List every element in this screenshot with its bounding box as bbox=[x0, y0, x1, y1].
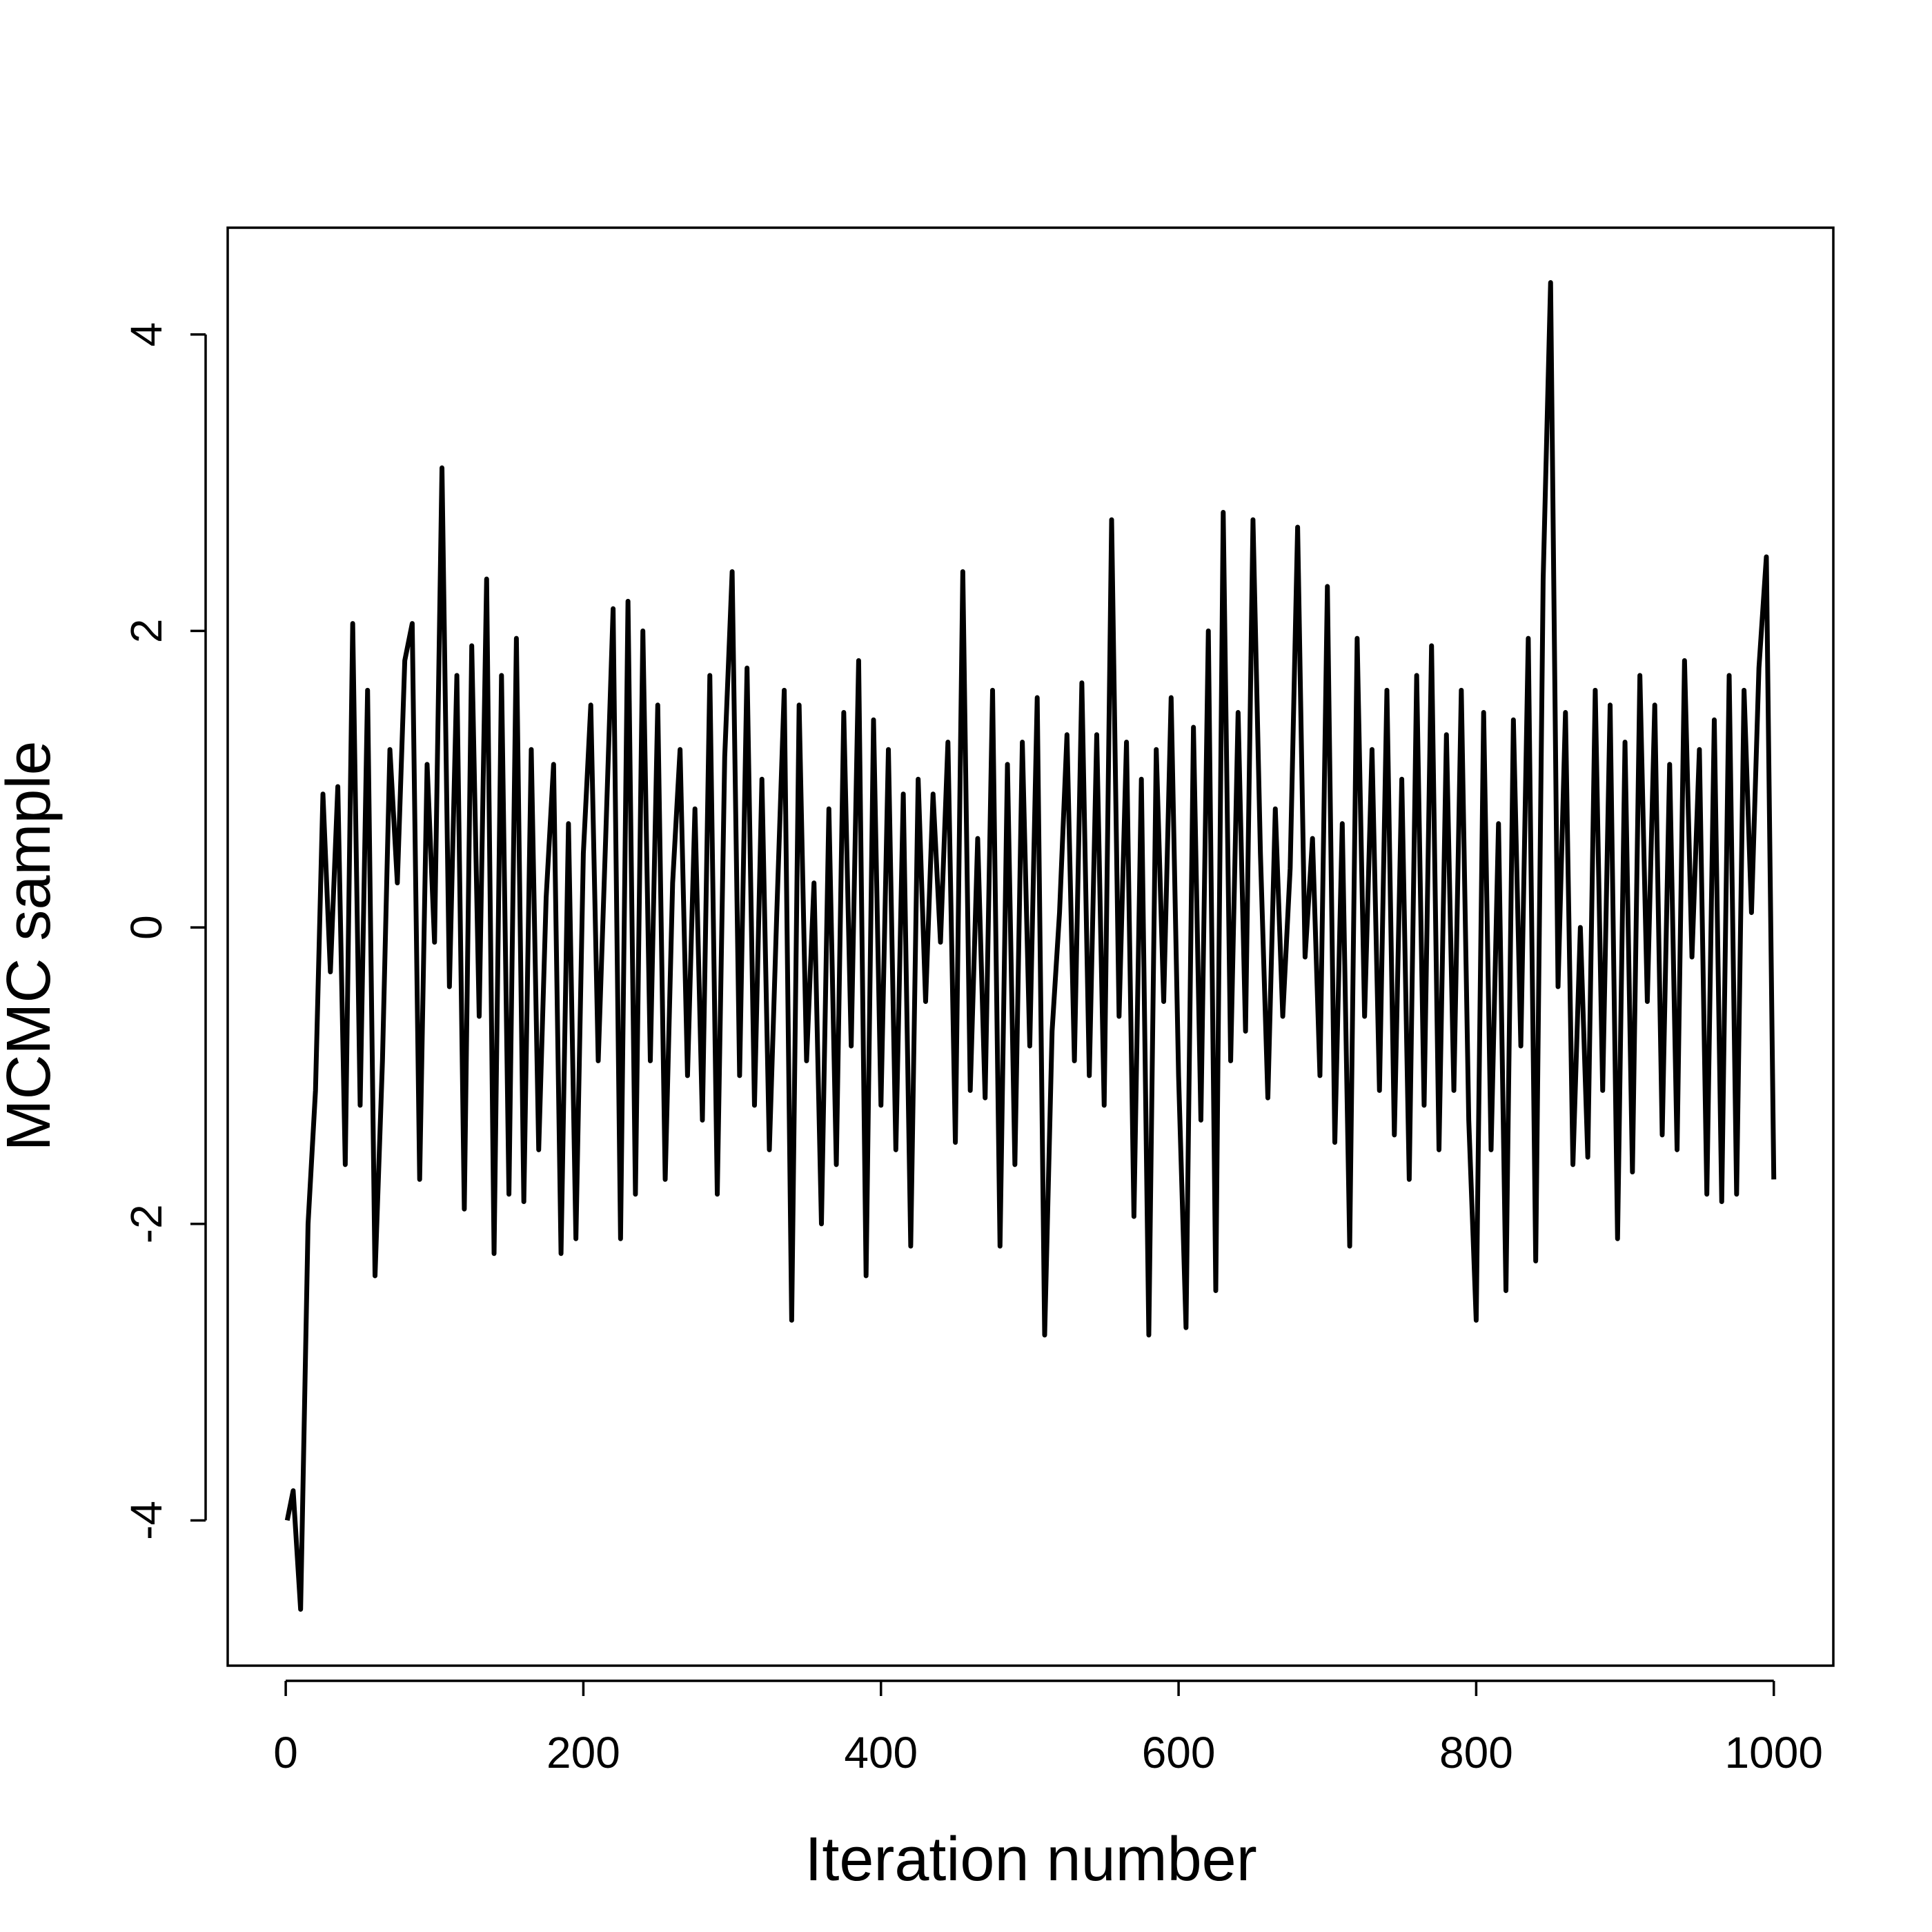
y-tick-label: 2 bbox=[121, 619, 171, 644]
plot-frame bbox=[226, 226, 1835, 1667]
series-line bbox=[284, 279, 1777, 1612]
y-axis-title: MCMC sample bbox=[0, 740, 63, 1151]
x-tick-label: 1000 bbox=[1725, 1728, 1823, 1777]
y-tick-label: -2 bbox=[121, 1204, 171, 1243]
y-tick-label: 0 bbox=[121, 915, 171, 940]
x-tick-label: 800 bbox=[1439, 1728, 1513, 1777]
x-axis-title: Iteration number bbox=[805, 1825, 1256, 1894]
x-tick-label: 400 bbox=[844, 1728, 918, 1777]
x-tick-label: 200 bbox=[546, 1728, 620, 1777]
x-tick-label: 0 bbox=[273, 1728, 298, 1777]
y-tick-label: -4 bbox=[121, 1501, 171, 1540]
y-tick-label: 4 bbox=[121, 322, 171, 347]
x-tick-label: 600 bbox=[1142, 1728, 1216, 1777]
